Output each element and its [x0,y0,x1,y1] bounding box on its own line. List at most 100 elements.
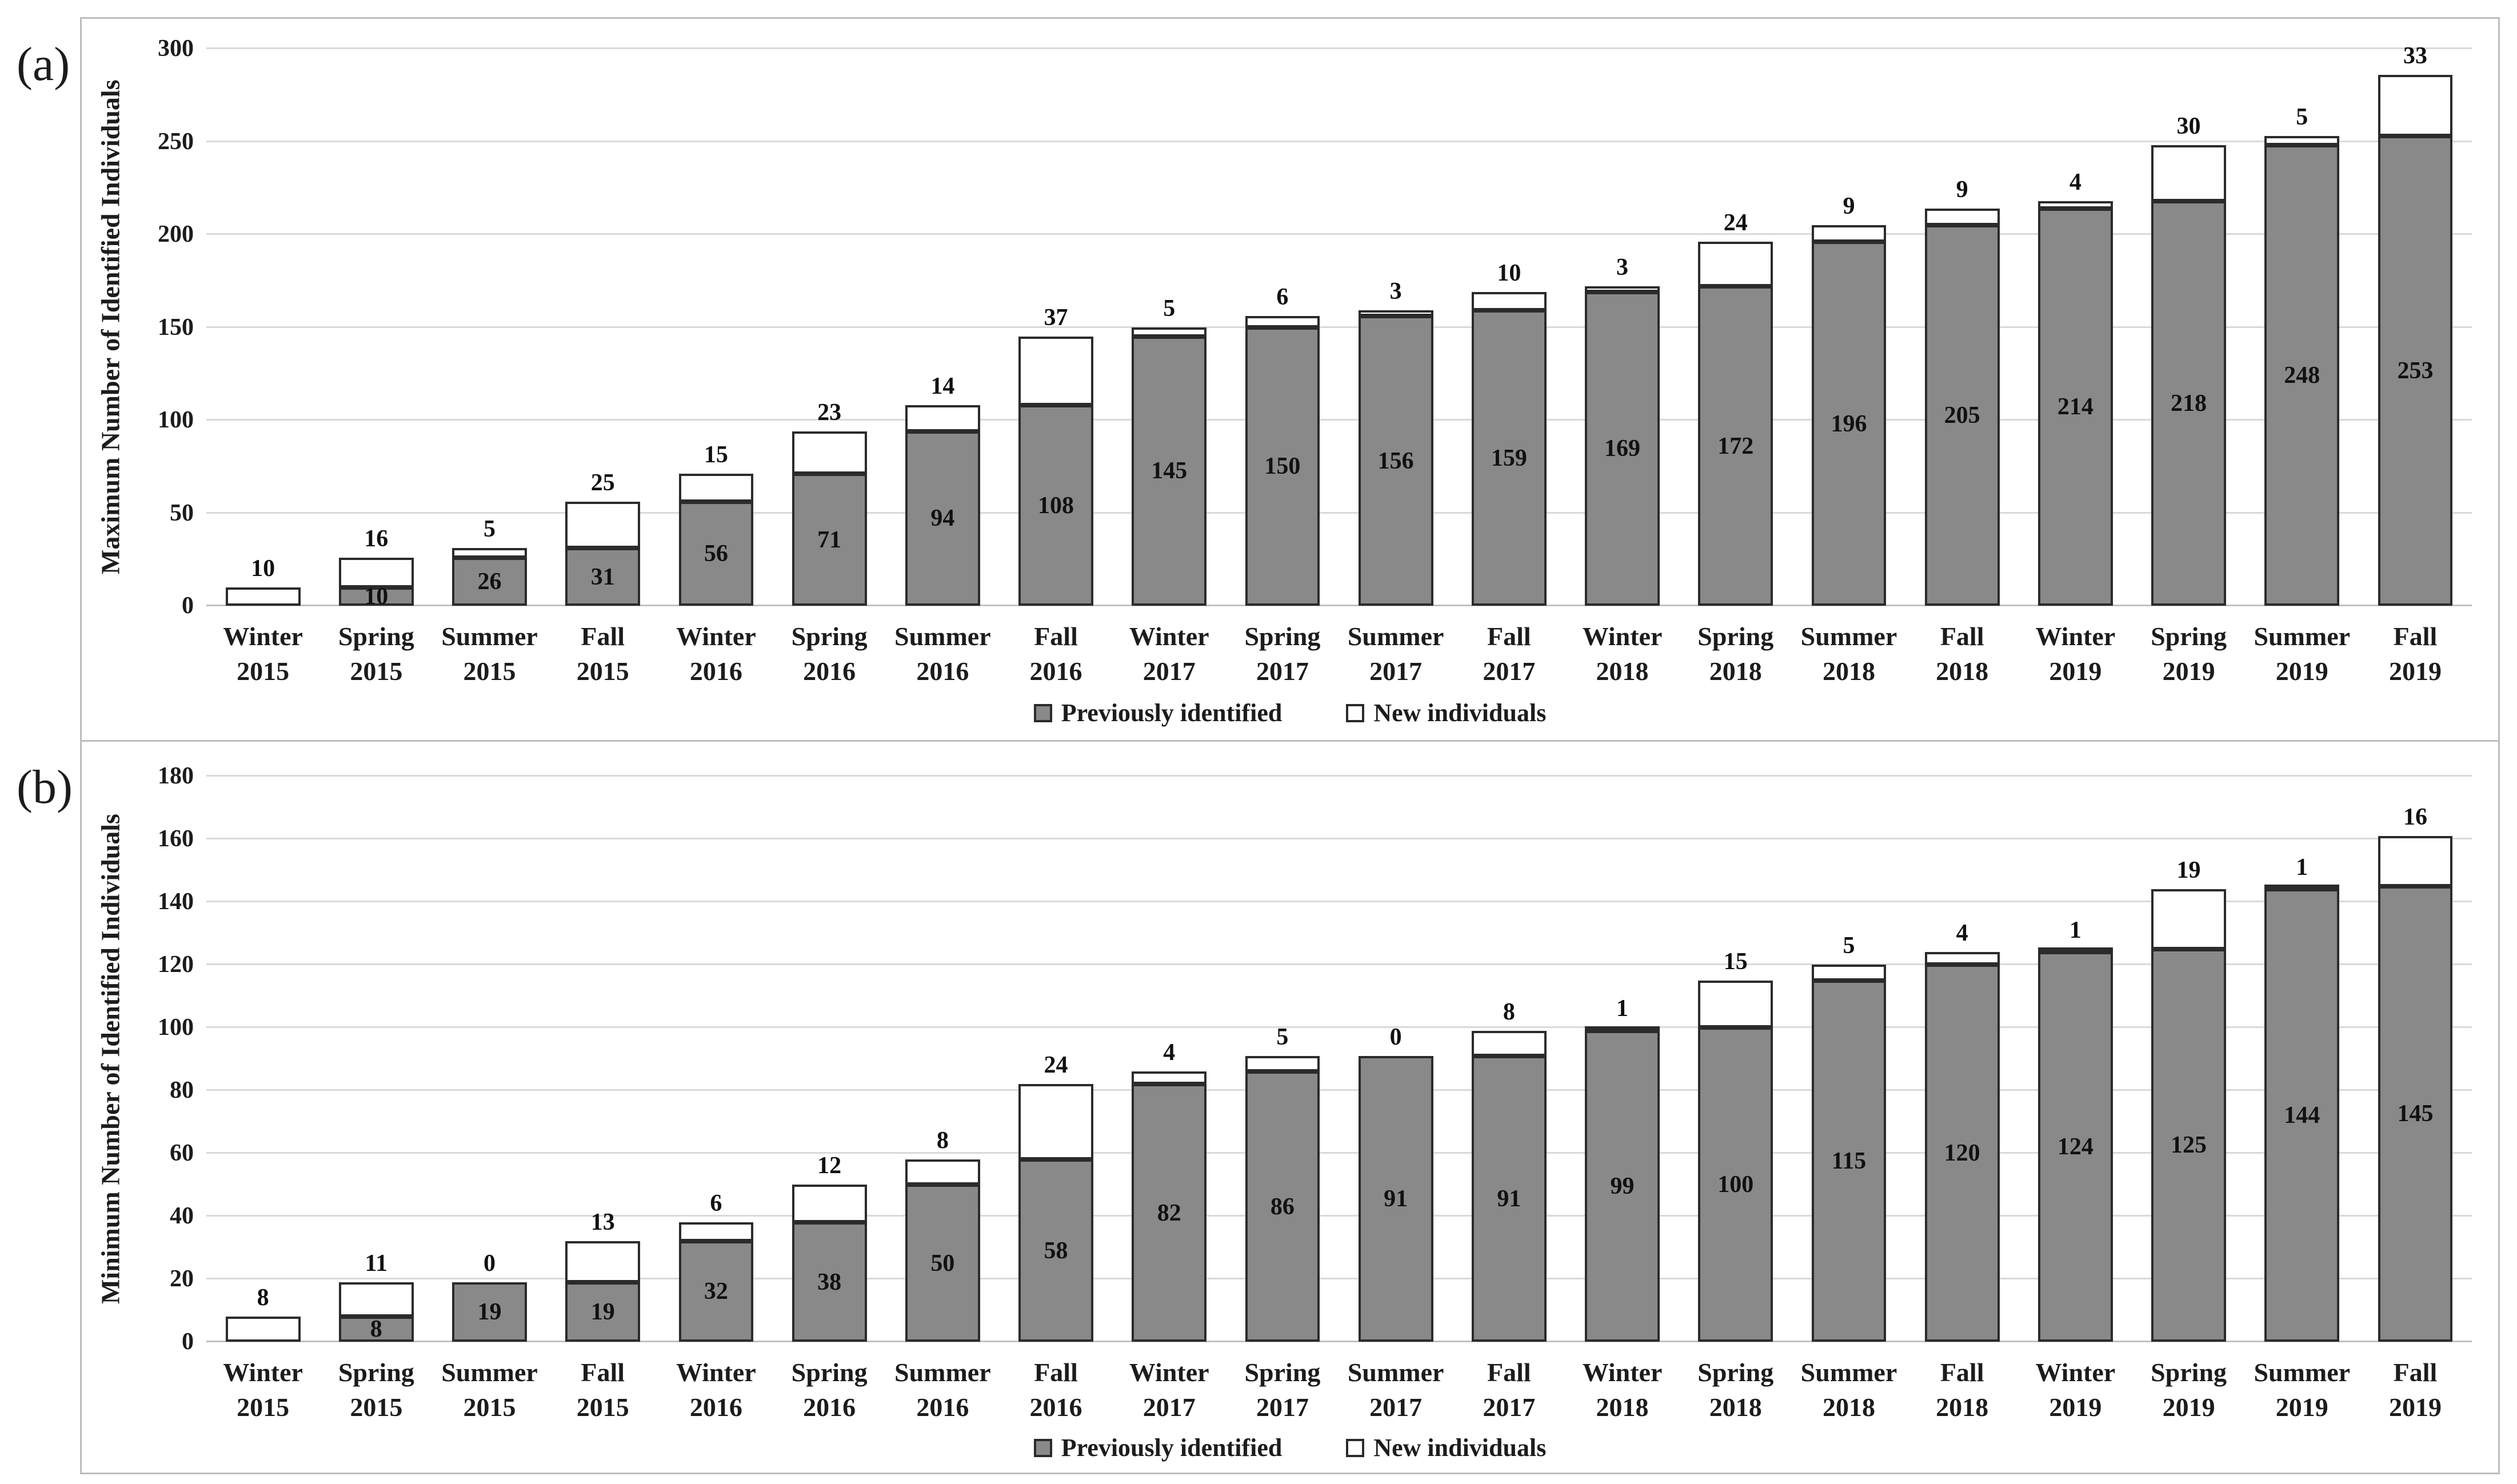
category-season: Fall [2393,1358,2438,1387]
category-season: Winter [676,1358,756,1387]
category-label: Summer 2016 [829,619,1056,689]
previously-identified-value-label: 99 [1610,1173,1635,1199]
new-individuals-value-label: 24 [1723,210,1748,236]
category-label: Spring 2016 [716,619,942,689]
category-label: Fall 2018 [1849,619,2075,689]
category-label: Fall 2017 [1396,619,1622,689]
previously-identified-value-label: 32 [704,1278,728,1305]
category-season: Spring [1697,622,1774,651]
bar-segment-previously-identified: 94 [905,431,980,606]
new-individuals-value-label: 15 [1723,948,1748,975]
category-column: 0 91 Summer 2017 [1339,776,1452,1422]
category-season: Winter [2035,622,2116,651]
bar-segment-new-individuals [792,1185,867,1222]
category-column: 1 99 Winter 2018 [1565,776,1679,1422]
category-label: Summer 2016 [829,1355,1056,1425]
category-year: 2015 [350,656,403,686]
bar-segment-previously-identified: 196 [1811,242,1887,606]
category-column: 19 125 Spring 2019 [2132,776,2245,1422]
category-season: Fall [1940,622,1984,651]
category-column: 33 253 Fall 2019 [2359,44,2472,686]
bar-segment-previously-identified: 253 [2378,135,2453,606]
stacked-bar: 15 56 [678,49,754,606]
y-tick-label: 180 [158,763,194,789]
y-tick-label: 160 [158,826,194,852]
y-axis-ticks: 0 20 40 60 80 100 120 140 160 180 [139,764,206,1354]
category-label: Summer 2018 [1736,1355,1962,1425]
previously-identified-value-label: 56 [704,541,728,567]
stacked-bar: 13 19 [565,776,641,1342]
gridline [206,838,2472,840]
category-column: 10 Winter 2015 [206,49,319,686]
category-year: 2019 [2162,656,2215,686]
stacked-bar: 6 32 [678,776,754,1342]
gridline [206,140,2472,142]
new-individuals-value-label: 9 [1843,193,1855,219]
category-season: Spring [791,1358,868,1387]
category-season: Spring [338,622,414,651]
category-season: Winter [223,1358,303,1387]
stacked-bar: 16 10 [338,49,414,609]
category-year: 2017 [1369,656,1423,686]
stacked-bar: 23 71 [792,49,867,606]
previously-identified-value-label: 145 [2397,1101,2434,1127]
stacked-bar: 37 108 [1018,49,1093,606]
legend-swatch-gray-icon [1033,1438,1052,1457]
previously-identified-value-label: 94 [930,505,955,532]
new-individuals-value-label: 15 [704,442,728,469]
stacked-bar: 8 91 [1471,776,1547,1342]
bar-segment-new-individuals [2151,145,2226,201]
category-label: Spring 2018 [1623,1355,1849,1425]
category-column: 5 86 Spring 2017 [1226,776,1339,1422]
stacked-bar: 4 82 [1132,776,1207,1342]
new-individuals-value-label: 12 [817,1153,842,1179]
new-individuals-value-label: 8 [1503,998,1515,1025]
stacked-bar: 3 156 [1358,49,1433,606]
category-column: 8 Winter 2015 [206,776,319,1422]
category-column: 16 145 Fall 2019 [2359,776,2472,1422]
previously-identified-value-label: 50 [930,1250,955,1277]
new-individuals-value-label: 3 [1616,254,1629,281]
category-season: Summer [1800,1358,1897,1387]
category-label: Summer 2018 [1736,619,1962,689]
category-year: 2016 [803,1392,856,1422]
category-season: Spring [2151,622,2227,651]
category-season: Summer [2254,622,2351,651]
stacked-bar: 6 150 [1245,49,1320,606]
category-year: 2016 [689,1392,742,1422]
previously-identified-value-label: 169 [1604,435,1641,462]
new-individuals-value-label: 4 [1163,1039,1176,1066]
plot-area-b: 8 Winter 2015 11 8 Spring 2015 0 19 Summer 2015 13 1… [206,775,2472,1422]
new-individuals-value-label: 5 [2296,103,2308,130]
category-season: Spring [791,622,868,651]
stacked-bar: 5 145 [1132,49,1207,606]
category-season: Summer [1347,622,1444,651]
stacked-bar: 15 100 [1698,776,1773,1342]
gridline [206,901,2472,902]
category-season: Summer [441,622,538,651]
new-individuals-value-label: 5 [1163,295,1176,322]
legend-b: Previously identified New individuals [82,1433,2498,1462]
category-label: Fall 2019 [2302,1355,2517,1425]
category-season: Fall [581,1358,625,1387]
previously-identified-value-label: 19 [477,1298,502,1325]
new-individuals-value-label: 24 [1044,1052,1068,1078]
bar-segment-previously-identified: 19 [565,1282,641,1342]
category-column: 24 172 Spring 2018 [1679,49,1792,686]
x-axis-line [206,1341,2472,1342]
y-tick-label: 300 [158,35,194,62]
previously-identified-value-label: 125 [2171,1132,2207,1159]
bar-segment-previously-identified: 31 [565,548,641,606]
stacked-bar: 19 125 [2151,776,2226,1342]
category-season: Summer [894,622,991,651]
previously-identified-value-label: 86 [1270,1193,1295,1220]
category-season: Winter [2035,1358,2116,1387]
previously-identified-value-label: 253 [2397,357,2434,384]
category-year: 2016 [689,656,742,686]
stacked-bar: 12 38 [792,776,867,1342]
bar-segment-new-individuals [2264,885,2340,889]
gridline [206,963,2472,966]
panel-label-b: (b) [17,761,73,814]
new-individuals-value-label: 5 [1276,1023,1289,1050]
category-year: 2019 [2388,656,2442,686]
